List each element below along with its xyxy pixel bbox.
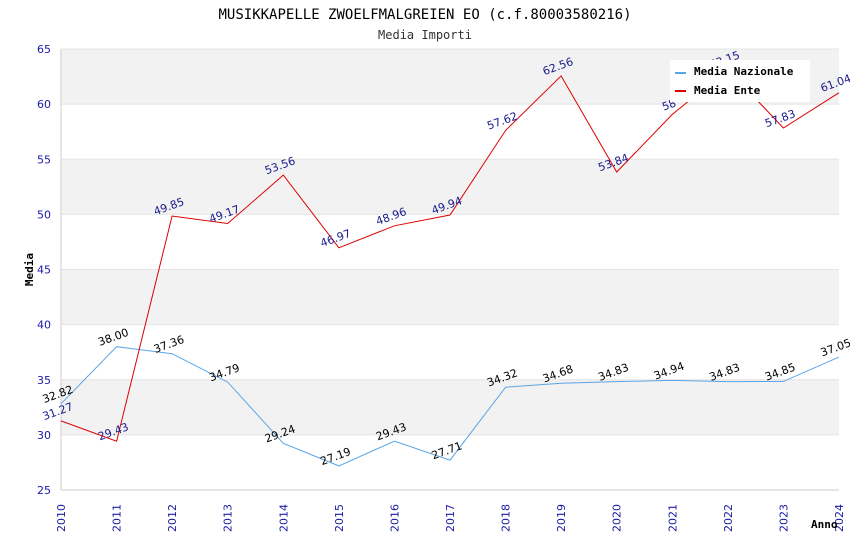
x-tick-label: 2024 [833,504,846,532]
legend: Media Nazionale Media Ente [670,60,810,102]
grid-band [61,379,839,435]
grid-band [61,159,839,215]
grid-band [61,324,839,380]
legend-item-ente: Media Ente [694,84,761,97]
y-tick-label: 65 [37,43,51,56]
y-axis-ticks: 25 30 35 40 45 50 55 60 65 [37,43,51,497]
chart-title: MUSIKKAPELLE ZWOELFMALGREIEN EO (c.f.800… [218,7,631,23]
y-tick-label: 25 [37,484,51,497]
x-tick-label: 2012 [166,504,179,532]
grid-bands [60,48,839,491]
y-tick-label: 55 [37,153,51,166]
y-tick-label: 50 [37,208,51,221]
x-axis-label: Anno [811,518,838,531]
chart-subtitle: Media Importi [378,28,472,42]
y-tick-label: 35 [37,374,51,387]
x-tick-label: 2011 [111,504,124,532]
x-tick-label: 2021 [666,504,679,532]
grid-band [61,269,839,325]
x-tick-label: 2017 [444,504,457,532]
grid-band [61,214,839,270]
grid-band [61,434,839,490]
x-tick-label: 2023 [777,504,790,532]
x-tick-label: 2019 [555,504,568,532]
y-tick-label: 30 [37,429,51,442]
y-tick-label: 40 [37,319,51,332]
y-tick-label: 60 [37,98,51,111]
y-tick-label: 45 [37,264,51,277]
x-tick-label: 2020 [611,504,624,532]
x-tick-label: 2015 [333,504,346,532]
y-axis-label: Media [23,253,36,286]
x-axis-ticks: 2010 2011 2012 2013 2014 2015 2016 2017 2018 2019… [55,504,846,532]
x-tick-label: 2010 [55,504,68,532]
x-tick-label: 2018 [500,504,513,532]
x-tick-label: 2016 [388,504,401,532]
x-tick-label: 2022 [722,504,735,532]
legend-item-nazionale: Media Nazionale [694,65,794,78]
legend-box [670,60,810,102]
grid-band [61,104,839,160]
series-line-nazionale [60,346,840,467]
x-tick-label: 2014 [277,504,290,532]
x-tick-label: 2013 [222,504,235,532]
